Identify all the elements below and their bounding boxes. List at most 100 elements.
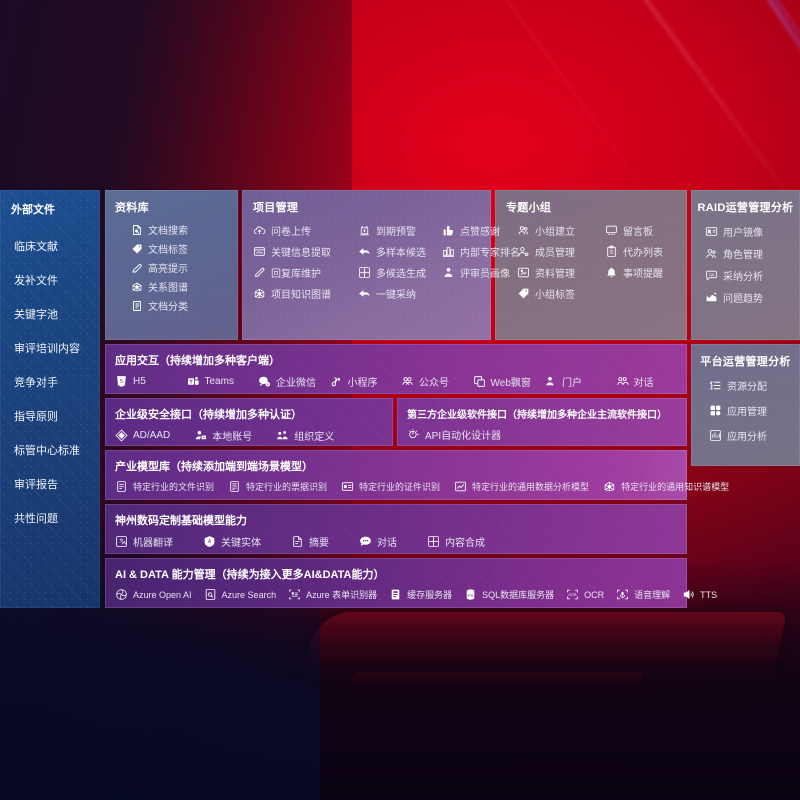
- interaction-item-web-float-window[interactable]: Web飘窗: [473, 374, 545, 389]
- platform-item-app-management[interactable]: 应用管理: [709, 403, 800, 418]
- library-item-label: 高亮提示: [148, 264, 188, 275]
- ai-data-item-azure-openai[interactable]: Azure Open AI: [115, 588, 192, 601]
- platform-item-label: 资源分配: [727, 382, 767, 393]
- ai-data-item-cache-server[interactable]: 缓存服务器: [389, 588, 452, 601]
- third-party-item-api-designer[interactable]: API自动化设计器: [407, 427, 501, 442]
- raid-item-adoption-analysis[interactable]: QA 采纳分析: [705, 268, 800, 283]
- library-item-doc-tag[interactable]: 文档标签: [131, 241, 238, 256]
- library-item-relation-graph[interactable]: 关系图谱: [131, 279, 238, 294]
- project-item-expiry-alert[interactable]: 到期预警: [358, 223, 442, 238]
- base-model-item-content-synthesis[interactable]: 内容合成: [427, 534, 485, 549]
- interaction-item-teams[interactable]: Teams: [187, 375, 259, 388]
- graph-network-icon: [603, 480, 616, 493]
- clipboard-list-icon: [605, 245, 618, 258]
- industry-item-receipt-recognition[interactable]: 特定行业的票据识别: [228, 480, 327, 493]
- band-third-party-interface: 第三方企业级软件接口（持续增加多种企业主流软件接口） API自动化设计器: [397, 398, 687, 446]
- project-item-reply-library[interactable]: 回复库维护: [253, 265, 358, 280]
- project-item-thanks[interactable]: 点赞感谢: [442, 223, 520, 238]
- raid-item-role-management[interactable]: 角色管理: [705, 246, 800, 261]
- person-portrait-icon: [442, 266, 455, 279]
- app-grid-icon: [709, 404, 722, 417]
- summary-doc-icon: [291, 535, 304, 548]
- industry-item-knowledge-graph-model[interactable]: 特定行业的通用知识谱模型: [603, 480, 729, 493]
- sidebar-item-supplement-files[interactable]: 发补文件: [14, 275, 58, 287]
- project-item-multi-candidate-gen[interactable]: 多候选生成: [358, 265, 442, 280]
- ai-data-item-sql-database[interactable]: SQL SQL数据库服务器: [464, 588, 554, 601]
- library-item-highlight[interactable]: 高亮提示: [131, 260, 238, 275]
- platform-item-app-analysis[interactable]: 应用分析: [709, 428, 800, 443]
- ai-data-item-azure-search[interactable]: Azure Search: [204, 588, 276, 601]
- graph-network-icon: [131, 281, 143, 293]
- security-item-ad-aad[interactable]: AD/AAD: [115, 429, 170, 442]
- team-item-reminder[interactable]: 事项提醒: [605, 265, 687, 280]
- project-item-knowledge-graph[interactable]: 项目知识图谱: [253, 286, 358, 301]
- sidebar-item-review-training[interactable]: 审评培训内容: [14, 343, 80, 355]
- project-item-one-click-adopt[interactable]: 一键采纳: [358, 286, 442, 301]
- ai-data-item-tts[interactable]: TTS: [682, 588, 717, 601]
- sidebar-item-common-issues[interactable]: 共性问题: [14, 513, 58, 525]
- team-item-group-tag[interactable]: 小组标签: [517, 286, 605, 301]
- security-item-label: AD/AAD: [133, 430, 171, 441]
- base-model-item-dialog[interactable]: 对话: [359, 534, 397, 549]
- document-search-icon: [131, 224, 143, 236]
- wechat-work-icon: [258, 375, 271, 388]
- ai-data-title: AI & DATA 能力管理（持续为接入更多AI&DATA能力）: [115, 569, 385, 581]
- raid-item-issue-trend[interactable]: 问题趋势: [705, 290, 800, 305]
- library-item-doc-classify[interactable]: 文档分类: [131, 298, 238, 313]
- sidebar-item-guidelines[interactable]: 指导原则: [14, 411, 58, 423]
- library-item-doc-search[interactable]: 文档搜索: [131, 222, 238, 237]
- project-item-multi-sample-candidate[interactable]: 多样本候选: [358, 244, 442, 259]
- project-item-key-info-extract[interactable]: 关键信息提取: [253, 244, 358, 259]
- content-merge-icon: [427, 535, 440, 548]
- project-item-reviewer-profile[interactable]: 评审员画像: [442, 265, 520, 280]
- interaction-item-label: 企业微信: [276, 378, 316, 389]
- ocr-icon: OCR: [566, 588, 579, 601]
- platform-title: 平台运营管理分析: [700, 356, 791, 368]
- raid-item-user-profile[interactable]: 用户镜像: [705, 224, 800, 239]
- sidebar-item-competitors[interactable]: 竞争对手: [14, 377, 58, 389]
- base-model-item-key-entity[interactable]: A 关键实体: [203, 534, 261, 549]
- ai-data-item-form-recognizer[interactable]: Azure 表单识别器: [288, 588, 377, 601]
- project-item-questionnaire-upload[interactable]: 问卷上传: [253, 223, 358, 238]
- team-item-todo-list[interactable]: 代办列表: [605, 244, 687, 259]
- industry-item-id-recognition[interactable]: 特定行业的证件识别: [341, 480, 440, 493]
- industry-item-label: 特定行业的通用知识谱模型: [621, 482, 730, 492]
- team-item-message-board[interactable]: 留言板: [605, 223, 687, 238]
- panel-raid-analysis: RAID运营管理分析 用户镜像 角色管理 QA 采纳分析 问题趋势: [691, 190, 800, 340]
- interaction-item-official-account[interactable]: 公众号: [401, 374, 473, 389]
- ai-data-item-speech-understanding[interactable]: 语音理解: [616, 588, 670, 601]
- library-item-label: 文档标签: [148, 245, 188, 256]
- sidebar-item-clinical-literature[interactable]: 临床文献: [14, 241, 58, 253]
- team-item-label: 成员管理: [535, 248, 575, 259]
- data-chart-icon: [454, 480, 467, 493]
- industry-item-label: 特定行业的通用数据分析模型: [472, 482, 590, 492]
- interaction-item-dialog[interactable]: 对话: [616, 374, 688, 389]
- sidebar-item-review-report[interactable]: 审评报告: [14, 479, 58, 491]
- interaction-item-portal[interactable]: 门户: [544, 374, 616, 389]
- base-model-item-summary[interactable]: 摘要: [291, 534, 329, 549]
- team-item-group-create[interactable]: 小组建立: [517, 223, 605, 238]
- sidebar-item-keyword-pool[interactable]: 关键字池: [14, 309, 58, 321]
- platform-item-resource-allocation[interactable]: 资源分配: [709, 378, 800, 393]
- web-float-window-icon: [473, 375, 486, 388]
- interaction-item-mini-program[interactable]: 小程序: [330, 374, 402, 389]
- svg-text:A: A: [208, 539, 212, 545]
- project-item-expert-ranking[interactable]: 内部专家排名: [442, 244, 520, 259]
- pen-highlight-icon: [131, 262, 143, 274]
- raid-title: RAID运营管理分析: [697, 202, 794, 214]
- interaction-item-h5[interactable]: 5 H5: [115, 375, 187, 388]
- security-item-org-definition[interactable]: 组织定义: [276, 428, 334, 443]
- base-model-item-machine-translation[interactable]: 文 机器翻译: [115, 534, 173, 549]
- interaction-item-wechat-work[interactable]: 企业微信: [258, 374, 330, 389]
- project-item-label: 到期预警: [376, 227, 416, 238]
- industry-item-label: 特定行业的证件识别: [359, 482, 441, 492]
- team-item-material-management[interactable]: 资料管理: [517, 265, 605, 280]
- ai-data-item-ocr[interactable]: OCR OCR: [566, 588, 604, 601]
- project-item-label: 一键采纳: [376, 290, 416, 301]
- sidebar-item-standards-center[interactable]: 标管中心标准: [14, 445, 80, 457]
- security-item-local-account[interactable]: 本地账号: [194, 428, 252, 443]
- teams-icon: [187, 375, 200, 388]
- team-item-member-management[interactable]: 成员管理: [517, 244, 605, 259]
- industry-item-data-analysis-model[interactable]: 特定行业的通用数据分析模型: [454, 480, 589, 493]
- industry-item-file-recognition[interactable]: 特定行业的文件识别: [115, 480, 214, 493]
